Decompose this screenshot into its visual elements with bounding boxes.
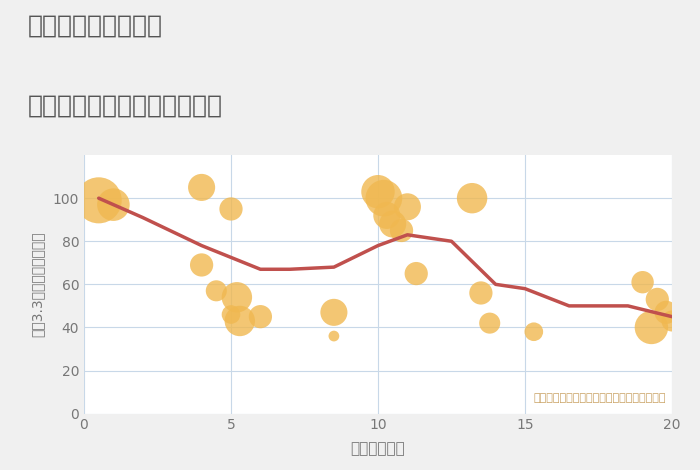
Point xyxy=(402,203,413,211)
X-axis label: 駅距離（分）: 駅距離（分） xyxy=(351,441,405,456)
Text: 千葉県市原市皆吉の: 千葉県市原市皆吉の xyxy=(28,14,163,38)
Point xyxy=(411,270,422,277)
Point xyxy=(382,212,393,219)
Point xyxy=(666,317,678,325)
Point xyxy=(231,293,242,301)
Point xyxy=(378,195,389,202)
Point xyxy=(328,309,339,316)
Point xyxy=(646,324,657,331)
Point xyxy=(196,261,207,269)
Text: 駅距離別中古マンション価格: 駅距離別中古マンション価格 xyxy=(28,94,223,118)
Point xyxy=(387,220,398,228)
Y-axis label: 坪（3.3㎡）単価（万円）: 坪（3.3㎡）単価（万円） xyxy=(30,232,44,337)
Point xyxy=(466,195,477,202)
Point xyxy=(225,311,237,318)
Point xyxy=(396,227,407,234)
Point xyxy=(108,201,119,208)
Point xyxy=(484,320,496,327)
Point xyxy=(225,205,237,213)
Text: 円の大きさは、取引のあった物件面積を示す: 円の大きさは、取引のあった物件面積を示す xyxy=(533,393,666,403)
Point xyxy=(328,332,339,340)
Point xyxy=(372,188,384,196)
Point xyxy=(528,328,540,336)
Point xyxy=(661,309,672,316)
Point xyxy=(652,296,663,303)
Point xyxy=(211,287,222,295)
Point xyxy=(196,184,207,191)
Point xyxy=(475,289,486,297)
Point xyxy=(637,278,648,286)
Point xyxy=(234,317,246,325)
Point xyxy=(255,313,266,321)
Point xyxy=(93,196,104,204)
